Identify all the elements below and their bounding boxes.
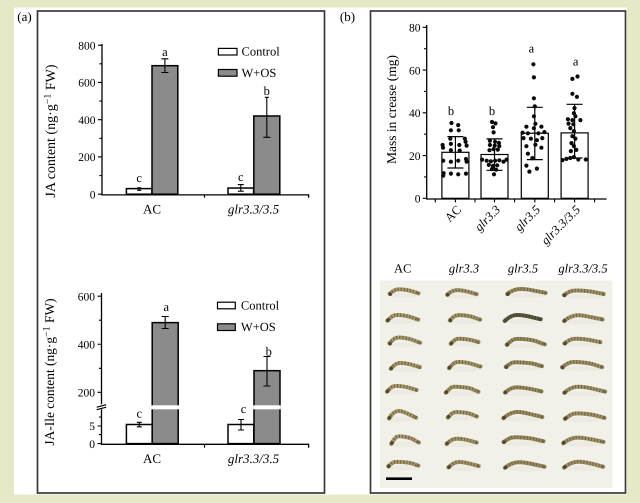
svg-text:600: 600	[78, 78, 96, 90]
svg-text:glr3.3: glr3.3	[449, 262, 479, 276]
svg-text:200: 200	[78, 388, 96, 400]
svg-text:c: c	[241, 402, 247, 416]
svg-text:W+OS: W+OS	[242, 66, 277, 80]
svg-text:c: c	[137, 407, 143, 421]
svg-text:0: 0	[89, 439, 95, 451]
svg-text:c: c	[136, 171, 142, 185]
svg-text:(b): (b)	[340, 9, 355, 24]
svg-text:60: 60	[409, 65, 421, 77]
svg-text:AC: AC	[143, 202, 161, 217]
svg-text:AC: AC	[394, 262, 411, 276]
svg-text:Control: Control	[241, 298, 280, 312]
svg-text:b: b	[266, 345, 272, 359]
svg-text:800: 800	[78, 40, 96, 52]
svg-text:0: 0	[415, 194, 421, 206]
svg-text:c: c	[238, 170, 244, 184]
svg-text:(a): (a)	[17, 9, 31, 24]
svg-text:40: 40	[409, 108, 421, 120]
svg-text:b: b	[264, 84, 270, 98]
svg-text:a: a	[164, 300, 170, 314]
svg-text:JA content (ng·g−1 FW): JA content (ng·g−1 FW)	[43, 64, 60, 197]
svg-text:20: 20	[409, 151, 421, 163]
svg-text:a: a	[162, 45, 168, 59]
svg-text:400: 400	[78, 115, 96, 127]
svg-text:JA-Ile content (ng·g−1 FW): JA-Ile content (ng·g−1 FW)	[42, 298, 58, 445]
svg-text:400: 400	[78, 339, 96, 351]
svg-text:W+OS: W+OS	[241, 320, 276, 334]
svg-text:b: b	[489, 104, 495, 118]
svg-text:glr3.3/3.5: glr3.3/3.5	[558, 262, 607, 276]
svg-text:200: 200	[78, 152, 96, 164]
svg-text:AC: AC	[143, 451, 161, 466]
svg-text:a: a	[529, 42, 535, 56]
svg-text:b: b	[448, 104, 454, 118]
svg-text:a: a	[573, 55, 579, 69]
svg-text:0: 0	[90, 189, 96, 201]
svg-text:80: 80	[409, 23, 421, 35]
svg-text:5: 5	[89, 421, 95, 433]
svg-text:600: 600	[78, 291, 96, 303]
svg-text:glr3.3/3.5: glr3.3/3.5	[228, 451, 280, 466]
svg-text:glr3.3/3.5: glr3.3/3.5	[228, 202, 280, 217]
svg-text:Control: Control	[242, 45, 281, 59]
svg-text:glr3.5: glr3.5	[508, 262, 538, 276]
svg-text:Mass in crease (mg): Mass in crease (mg)	[384, 55, 399, 164]
